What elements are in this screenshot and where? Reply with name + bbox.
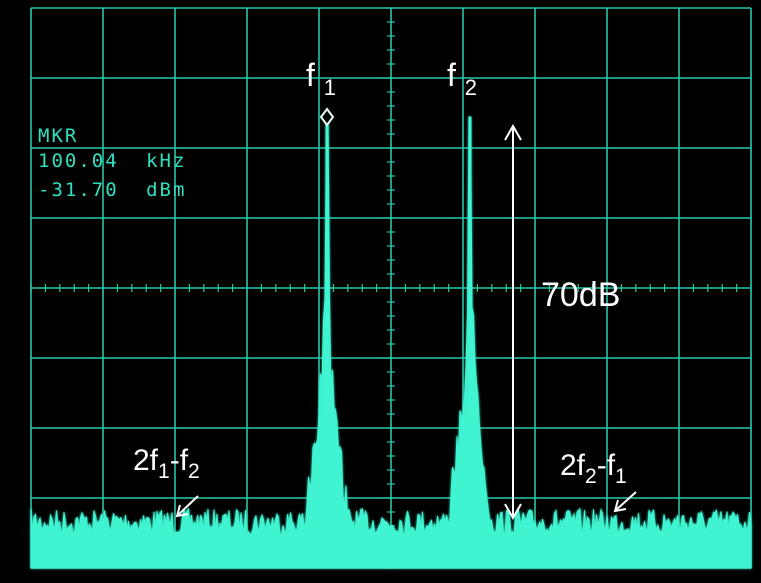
marker-frequency: 100.04 kHz: [38, 150, 186, 172]
marker-level-unit: dBm: [146, 179, 186, 201]
intermod-low-part1: 2f: [133, 444, 159, 477]
spectrum-trace-fill: [30, 116, 752, 569]
intermod-high-sub1: 2: [585, 465, 597, 488]
intermod-high-part1: 2f: [560, 449, 586, 482]
intermod-low-part2: -f: [170, 444, 189, 477]
marker-diamond-icon: [319, 107, 335, 127]
marker-diamond-shape: [319, 107, 335, 127]
marker-level: -31.70 dBm: [38, 179, 186, 201]
marker-label: MKR: [38, 125, 78, 147]
peak-label-f1-sub: 1: [324, 75, 336, 100]
peak-label-f2: f 2: [447, 57, 477, 100]
intermod-high-sub2: 1: [615, 465, 627, 488]
difference-arrow: [504, 123, 522, 521]
difference-label: 70dB: [541, 276, 620, 314]
intermod-high-part2: -f: [597, 449, 616, 482]
intermod-low-sub1: 1: [158, 460, 170, 483]
intermod-label-low: 2f1-f2: [133, 444, 200, 483]
intermod-low-sub2: 2: [188, 460, 200, 483]
marker-level-value: -31.70: [38, 179, 119, 201]
marker-frequency-unit: kHz: [146, 150, 186, 172]
grid: [30, 7, 752, 569]
peak-label-f2-sub: 2: [465, 75, 477, 100]
peak-label-f1-base: f: [306, 57, 315, 93]
spectrum-trace: [30, 116, 752, 569]
marker-frequency-value: 100.04: [38, 150, 119, 172]
peak-label-f1: f 1: [306, 57, 336, 100]
intermod-arrow-low: [175, 495, 199, 518]
marker-readout: MKR 100.04 kHz -31.70 dBm: [38, 125, 186, 201]
intermod-arrow-high: [613, 491, 637, 513]
peak-label-f2-base: f: [447, 57, 456, 93]
intermod-label-high: 2f2-f1: [560, 449, 627, 488]
